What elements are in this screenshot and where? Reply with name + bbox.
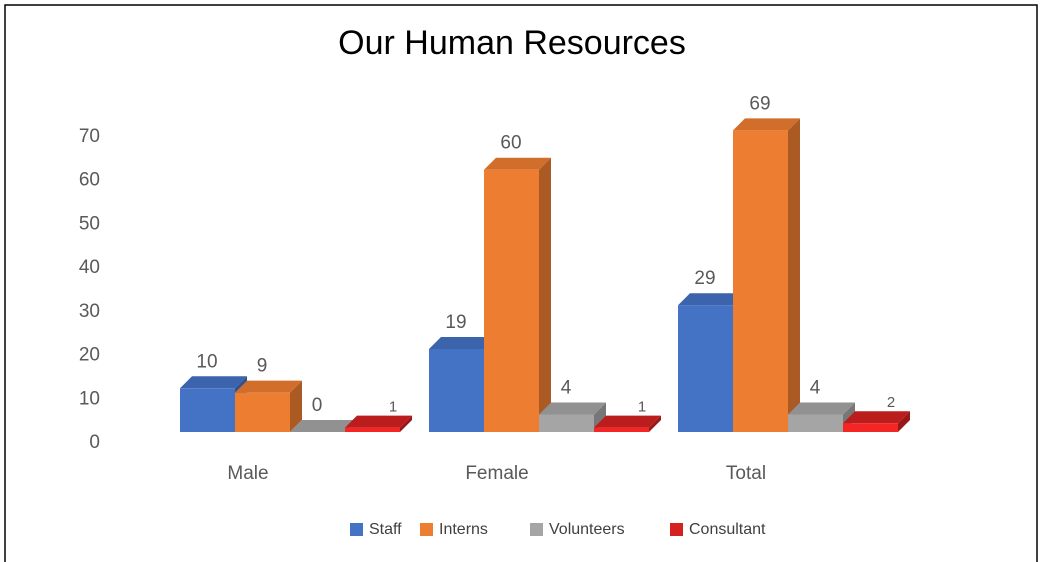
bar [788,414,843,432]
bar [843,423,898,432]
bar-top [594,415,661,428]
data-label: 60 [500,133,521,154]
x-tick-label: Female [465,463,528,484]
bar-top [733,118,800,131]
x-tick-label: Male [227,463,268,484]
bar-side [649,415,661,432]
bar [733,130,788,432]
bar [539,414,594,432]
data-label: 29 [694,268,715,289]
bar-top [843,411,910,424]
y-tick-label: 20 [79,345,100,366]
legend-label: Staff [369,521,402,538]
y-tick-label: 60 [79,170,100,191]
bar-top [484,157,551,170]
bar-top [180,376,247,389]
data-label: 1 [389,399,397,416]
x-tick-label: Total [726,463,766,484]
bar-top [345,415,412,428]
chart-title: Our Human Resources [338,24,686,62]
bar [235,392,290,432]
bar-side [898,411,910,432]
bar-top [235,380,302,393]
y-tick-label: 30 [79,301,100,322]
data-label: 19 [445,312,466,333]
data-label: 4 [810,378,821,399]
data-label: 1 [638,399,646,416]
data-label: 0 [312,395,323,416]
frame [4,4,1038,562]
legend-label: Consultant [689,521,766,538]
bar-top [290,420,357,432]
bar-top [678,293,745,306]
bar [180,388,235,432]
bar-top [429,336,496,349]
data-label: 69 [749,93,770,114]
y-tick-label: 10 [79,388,100,409]
data-label: 4 [561,378,572,399]
data-label: 10 [196,351,217,372]
data-label: 2 [887,394,895,411]
legend-swatch [670,523,683,536]
bar [678,305,733,432]
legend-swatch [420,523,433,536]
legend-label: Volunteers [549,521,625,538]
y-tick-label: 70 [79,126,100,147]
bar [429,348,484,432]
bar-side [788,118,800,432]
legend-swatch [530,523,543,536]
bar-side [539,157,551,432]
bar-side [290,380,302,432]
y-tick-label: 40 [79,257,100,278]
data-label: 9 [257,356,268,377]
bar-top [539,402,606,415]
bar [594,427,649,432]
bar [345,427,400,432]
bar-top [788,402,855,415]
bar-side [400,415,412,432]
bar [484,169,539,432]
y-tick-label: 0 [89,432,100,453]
legend-label: Interns [439,521,488,538]
legend-swatch [350,523,363,536]
y-tick-label: 50 [79,213,100,234]
